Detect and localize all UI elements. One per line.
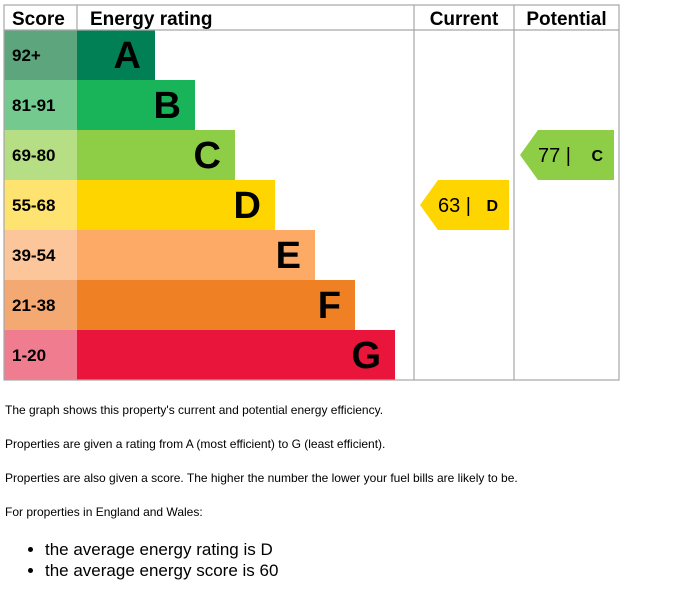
- band-bar-b: [77, 80, 195, 130]
- current-score-value: 63 |: [438, 195, 471, 217]
- band-letter-c: C: [194, 135, 221, 177]
- score-label-c: 69-80: [12, 146, 55, 165]
- header-score: Score: [12, 9, 65, 30]
- explanation-paragraph-2: Properties are given a rating from A (mo…: [5, 437, 386, 451]
- score-cell-b: [4, 80, 77, 130]
- rating-arrows: 63 | D 77 | C: [420, 130, 614, 230]
- current-arrow: [420, 180, 509, 230]
- potential-arrow: [520, 130, 614, 180]
- score-label-d: 55-68: [12, 196, 55, 215]
- band-bar-d: [77, 180, 275, 230]
- band-letter-f: F: [318, 285, 341, 327]
- band-bar-c: [77, 130, 235, 180]
- band-bar-f: [77, 280, 355, 330]
- chart-headers: Score Energy rating Current Potential: [12, 9, 607, 30]
- chart-grid: [3, 4, 620, 381]
- band-letter-e: E: [276, 235, 301, 277]
- score-cell-f: [4, 280, 77, 330]
- score-label-e: 39-54: [12, 246, 56, 265]
- rating-bands: 92+ A 81-91 B 69-80 C 55-68 D 39-54 E 21-38 F 1-20 G: [4, 30, 395, 380]
- score-cell-d: [4, 180, 77, 230]
- header-potential: Potential: [526, 9, 606, 30]
- explanation-text: The graph shows this property's current …: [5, 403, 665, 581]
- chart-border: [3, 4, 620, 381]
- band-bar-g: [77, 330, 395, 380]
- score-cell-g: [4, 330, 77, 380]
- band-bar-e: [77, 230, 315, 280]
- score-label-a: 92+: [12, 46, 41, 65]
- score-cell-c: [4, 130, 77, 180]
- average-list: the average energy rating is D the avera…: [5, 539, 665, 581]
- england-wales-heading: For properties in England and Wales:: [5, 505, 203, 519]
- explanation-paragraph-1: The graph shows this property's current …: [5, 403, 384, 417]
- header-energy-rating: Energy rating: [90, 9, 212, 30]
- band-bar-a: [77, 30, 155, 80]
- score-label-g: 1-20: [12, 346, 46, 365]
- score-cell-e: [4, 230, 77, 280]
- explanation-paragraph-3: Properties are also given a score. The h…: [5, 471, 518, 485]
- score-cell-a: [4, 30, 77, 80]
- band-letter-a: A: [114, 35, 141, 77]
- band-letter-d: D: [234, 185, 261, 227]
- band-letter-b: B: [154, 85, 181, 127]
- average-score-item: the average energy score is 60: [45, 560, 665, 581]
- score-label-f: 21-38: [12, 296, 55, 315]
- band-letter-g: G: [351, 335, 381, 377]
- header-current: Current: [430, 9, 499, 30]
- potential-rating-letter: C: [591, 148, 603, 165]
- average-rating-item: the average energy rating is D: [45, 539, 665, 560]
- current-rating-letter: D: [486, 198, 498, 215]
- score-label-b: 81-91: [12, 96, 55, 115]
- epc-chart: 92+ A81-91 B69-80 C55-68 D39-54 E21-38 F1-20 G …: [3, 4, 620, 381]
- potential-score-value: 77 |: [538, 145, 571, 167]
